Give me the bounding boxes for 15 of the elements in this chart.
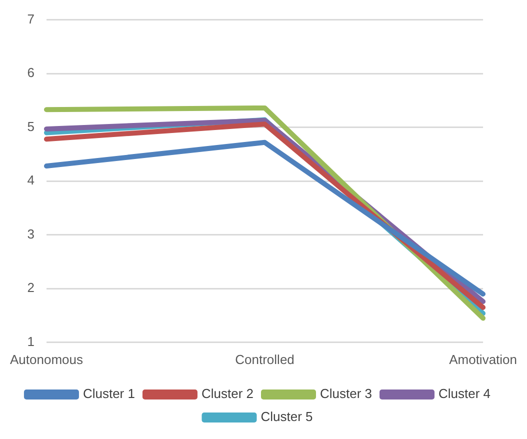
x-tick-label: Amotivation xyxy=(449,352,517,367)
x-tick-label: Controlled xyxy=(235,352,294,367)
y-tick-label: 1 xyxy=(27,334,34,349)
legend-label: Cluster 4 xyxy=(438,386,491,402)
y-tick-label: 3 xyxy=(27,226,34,242)
y-tick-label: 4 xyxy=(27,172,34,188)
legend-label: Cluster 5 xyxy=(260,409,313,424)
legend-label: Cluster 3 xyxy=(320,386,372,402)
x-tick-label: Autonomous xyxy=(10,352,84,367)
y-tick-label: 2 xyxy=(27,280,34,296)
legend-label: Cluster 1 xyxy=(82,386,135,402)
y-tick-label: 7 xyxy=(27,11,34,26)
y-tick-label: 6 xyxy=(27,65,34,80)
y-tick-label: 5 xyxy=(27,118,34,134)
legend-label: Cluster 2 xyxy=(201,386,254,402)
